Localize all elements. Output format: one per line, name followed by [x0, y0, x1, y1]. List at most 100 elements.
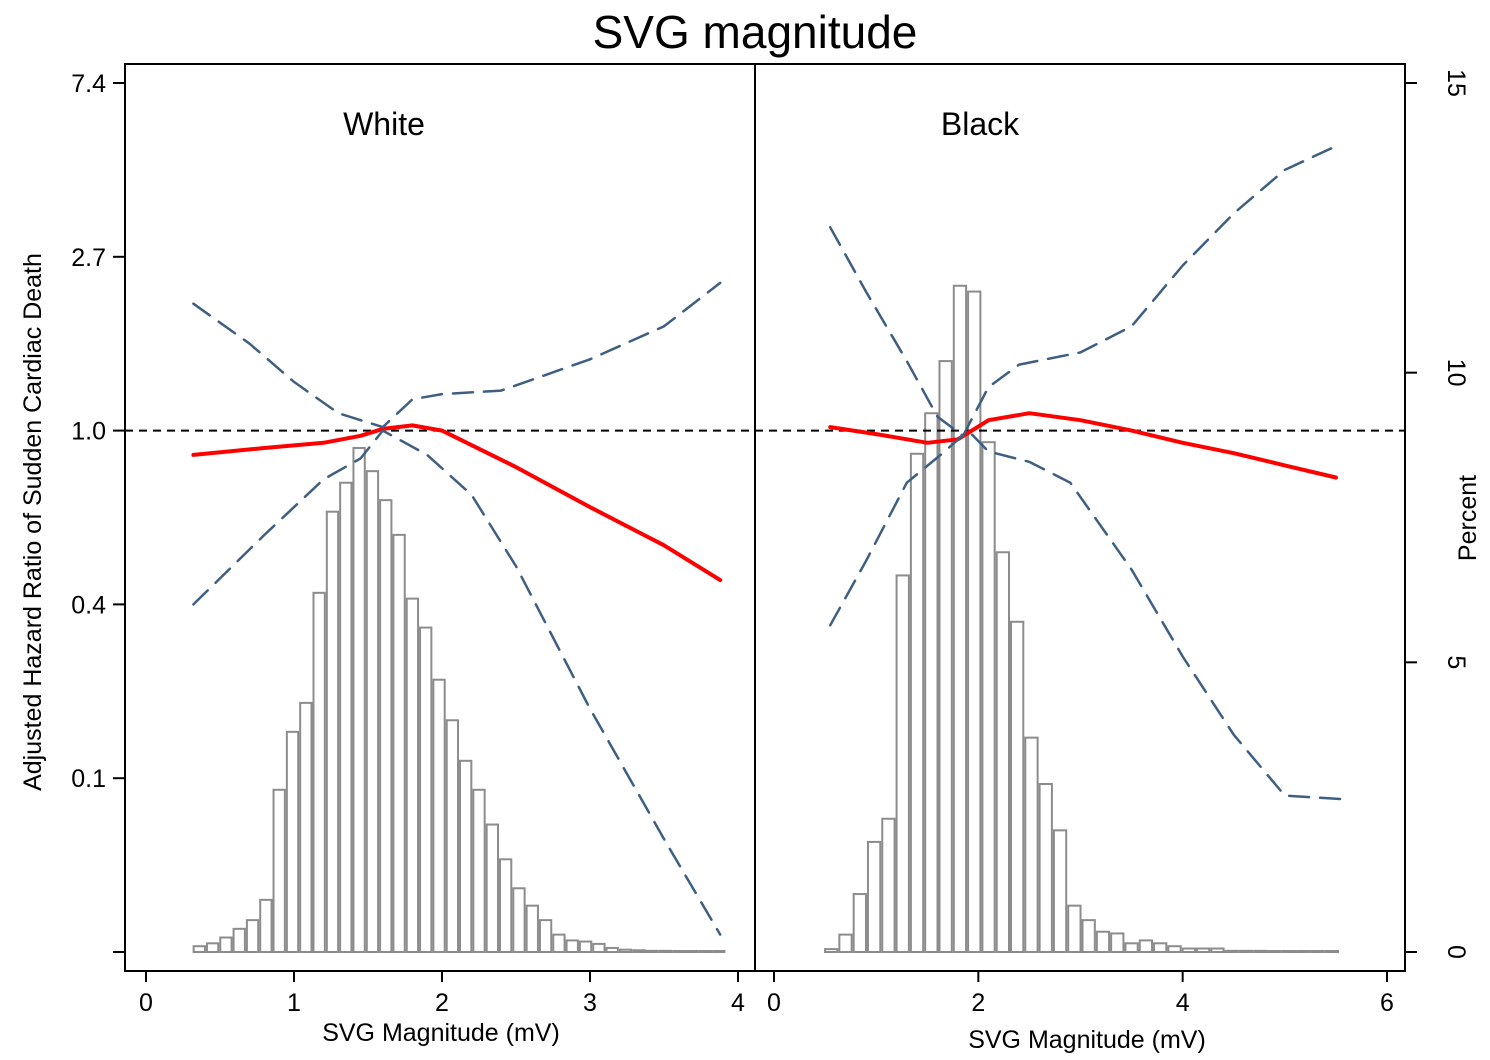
histogram-bar	[1081, 919, 1096, 953]
histogram-bar	[924, 412, 939, 954]
histogram-bar	[658, 949, 673, 953]
histogram-bar	[895, 574, 910, 954]
histogram-bar	[1195, 947, 1211, 953]
histogram-bar	[1224, 949, 1239, 953]
x-tick-label: 6	[1380, 989, 1394, 1017]
y-tick-label: 1.0	[71, 418, 106, 446]
histogram-bar	[299, 701, 313, 953]
histogram-bar	[592, 942, 606, 954]
histogram-bar	[685, 950, 699, 953]
histogram-bar	[838, 933, 853, 953]
histogram-bar	[1167, 945, 1182, 953]
histogram-bar	[605, 946, 619, 953]
histogram-bar	[981, 441, 996, 953]
y-tick-label: 0.1	[71, 765, 106, 793]
histogram-bar	[1238, 949, 1254, 953]
histogram-bar	[565, 939, 579, 953]
histogram-bar	[1324, 950, 1339, 953]
x-tick-label: 2	[435, 989, 449, 1017]
histogram-bar	[1310, 950, 1325, 953]
histogram-bar	[325, 510, 340, 953]
histogram-bar	[272, 788, 286, 954]
histogram-bar	[232, 927, 246, 953]
x-tick-label: 0	[767, 989, 781, 1017]
panel-label-white: White	[343, 106, 425, 142]
histogram-bar	[1038, 782, 1053, 954]
lower-ci-line	[828, 429, 1343, 801]
histogram-bar	[432, 678, 446, 953]
histogram-bar	[405, 597, 420, 954]
histogram-bar	[866, 840, 882, 954]
y-tick-label: 2.7	[71, 244, 106, 272]
histogram-bar	[1267, 950, 1282, 953]
histogram-bar	[352, 446, 366, 953]
histogram-bar	[485, 823, 499, 954]
histogram	[824, 284, 1339, 954]
lower-ci-line	[192, 429, 722, 936]
histogram-bar	[285, 730, 300, 953]
histogram-bar	[219, 936, 233, 953]
histogram-bar	[1253, 949, 1268, 953]
y2-axis-label: Percent	[1454, 475, 1482, 561]
histogram-bar	[379, 499, 393, 953]
x-tick-label: 0	[139, 989, 153, 1017]
y2-tick-label: 10	[1442, 359, 1470, 387]
panel-label-black: Black	[941, 106, 1020, 142]
x-axis-label-black: SVG Magnitude (mV)	[968, 1026, 1206, 1054]
histogram-bar	[1296, 950, 1311, 953]
x-tick-label: 4	[731, 989, 745, 1017]
histogram-bar	[967, 290, 982, 953]
histogram-bar	[1124, 942, 1139, 953]
histogram-bar	[459, 759, 473, 953]
histogram-bar	[259, 898, 273, 953]
histogram-bar	[1138, 939, 1154, 953]
histogram-bar	[938, 360, 953, 953]
histogram-bar	[909, 452, 925, 953]
histogram-bar	[698, 950, 713, 953]
panel-black: Black SVG Magnitude (mV) 0 2 4 6	[755, 106, 1405, 1054]
histogram-bar	[672, 950, 686, 953]
histogram-bar	[1281, 950, 1297, 953]
histogram-bar	[1024, 736, 1039, 953]
histogram-bar	[1110, 932, 1125, 953]
histogram-bar	[1052, 829, 1068, 954]
y-tick-label: 7.4	[71, 70, 106, 98]
x-tick-label: 4	[1176, 989, 1190, 1017]
histogram-bar	[552, 933, 566, 953]
y-axis-label: Adjusted Hazard Ratio of Sudden Cardiac …	[19, 253, 47, 791]
histogram-bar	[419, 626, 433, 953]
x-axis-label-white: SVG Magnitude (mV)	[322, 1019, 560, 1047]
histogram-bar	[824, 948, 839, 953]
histogram-bar	[632, 949, 646, 954]
y2-tick-label: 15	[1442, 69, 1470, 97]
histogram-bar	[205, 942, 220, 953]
histogram-bar	[1095, 930, 1111, 953]
histogram-bar	[1210, 947, 1225, 953]
histogram-bar	[445, 719, 460, 953]
y-tick-label: 0.4	[71, 591, 106, 619]
panel-white: White SVG Magnitude (mV) 0 1 2 3 4	[125, 106, 755, 1047]
histogram-bar	[339, 481, 353, 953]
histogram-bar	[192, 945, 206, 953]
histogram-bar	[881, 817, 896, 954]
x-tick-label: 3	[583, 989, 597, 1017]
histogram-bar	[952, 284, 968, 953]
histogram-bar	[1153, 942, 1168, 953]
histogram-bar	[472, 788, 486, 954]
y2-tick-label: 0	[1442, 945, 1470, 959]
histogram-bar	[245, 919, 260, 953]
plot-frame	[124, 63, 1406, 972]
histogram-bar	[852, 893, 867, 953]
histogram-bar	[995, 551, 1011, 953]
histogram-bar	[365, 470, 380, 953]
histogram-bar	[1010, 620, 1025, 954]
histogram-bar	[578, 940, 593, 954]
histogram-bar	[645, 949, 659, 953]
upper-ci-line	[192, 281, 722, 429]
histogram-bar	[1181, 947, 1196, 953]
histogram-bar	[525, 904, 539, 953]
histogram-bar	[538, 919, 553, 953]
histogram-bar	[392, 533, 406, 953]
histogram-bar	[312, 591, 326, 954]
